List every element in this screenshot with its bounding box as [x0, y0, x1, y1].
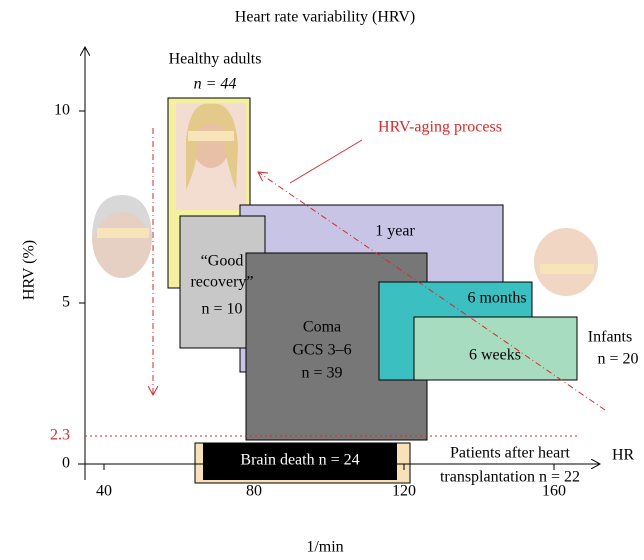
x-label: 1/min — [306, 539, 343, 556]
eye-bar — [188, 131, 234, 141]
eye-bar — [97, 228, 149, 238]
group-name: recovery” — [190, 274, 253, 291]
y-tick-label: 0 — [62, 455, 70, 472]
group-name: Patients after heart — [450, 445, 571, 462]
x-end-label: HR — [612, 447, 635, 464]
x-tick-label: 120 — [392, 483, 416, 500]
y-tick-label: 10 — [54, 102, 70, 119]
y-label: HRV (%) — [21, 240, 38, 300]
group-name: 6 weeks — [469, 347, 521, 364]
x-tick-label: 80 — [246, 483, 262, 500]
group-name: transplantation n = 22 — [440, 469, 580, 486]
group-name: Infants — [588, 329, 632, 346]
group-name: 6 months — [467, 290, 526, 307]
group-name: GCS 3–6 — [292, 342, 351, 359]
eye-bar — [540, 264, 594, 274]
aging-pointer — [290, 140, 362, 183]
group-name: Coma — [303, 319, 341, 336]
group-name: Brain death n = 24 — [240, 452, 359, 469]
group-name: “Good — [201, 253, 244, 270]
diagram: Heart rate variability (HRV) 40801201600… — [0, 0, 644, 560]
title: Heart rate variability (HRV) — [235, 9, 415, 26]
x-tick-label: 40 — [96, 483, 112, 500]
group-n: n = 20 — [597, 351, 638, 368]
group-n: n = 44 — [194, 76, 237, 93]
threshold-label: 2.3 — [50, 427, 70, 444]
baby-face — [534, 228, 598, 296]
group-n: n = 39 — [301, 365, 342, 382]
aging-label: HRV-aging process — [378, 119, 502, 136]
group-name: 1 year — [375, 223, 415, 240]
y-tick-label: 5 — [62, 294, 70, 311]
group-name: Healthy adults — [169, 51, 262, 68]
group-n: n = 10 — [201, 301, 242, 318]
